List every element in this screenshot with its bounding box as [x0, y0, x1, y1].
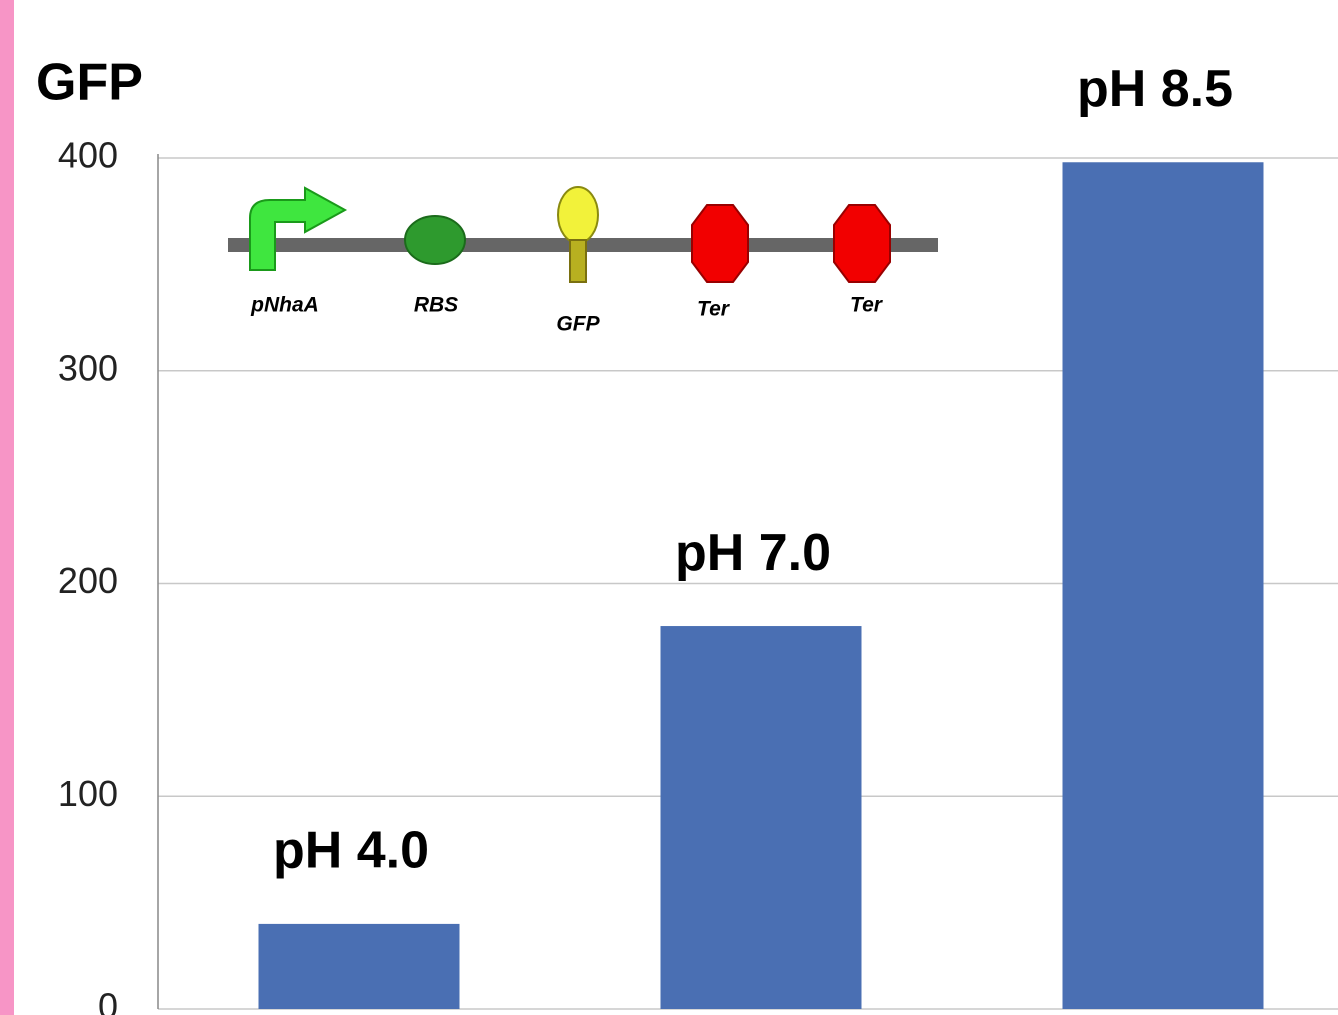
part-label: pNhaA: [250, 294, 319, 317]
terminator-icon: [692, 205, 748, 282]
bar: [259, 924, 460, 1009]
y-tick-label: 400: [58, 135, 118, 176]
side-strip: [0, 0, 14, 1015]
chart: GFP 0 100 200 300 400 pH 4.0 pH 7.0 pH 8.5 pNha…: [0, 0, 1338, 1015]
rbs-icon: [405, 216, 465, 264]
part-label: Ter: [697, 298, 731, 321]
bar: [1063, 162, 1264, 1009]
y-tick-label: 300: [58, 347, 118, 388]
gfp-icon: [558, 187, 598, 243]
part-label: GFP: [556, 313, 600, 336]
category-label: pH 7.0: [675, 524, 831, 582]
category-label: pH 4.0: [273, 822, 429, 880]
promoter-icon: [250, 188, 345, 270]
bar: [661, 626, 862, 1009]
gfp-icon-base: [570, 240, 586, 282]
terminator-icon: [834, 205, 890, 282]
y-axis-label: GFP: [36, 54, 143, 112]
part-label: RBS: [414, 294, 458, 317]
category-label: pH 8.5: [1077, 60, 1233, 118]
y-tick-label: 100: [58, 773, 118, 814]
plot-area: 0 100 200 300 400 pH 4.0 pH 7.0 pH 8.5: [58, 60, 1338, 1015]
y-tick-label: 200: [58, 560, 118, 601]
y-tick-label: 0: [98, 986, 118, 1015]
part-label: Ter: [850, 294, 884, 317]
construct-diagram: pNhaA RBS GFP Ter Ter: [228, 187, 938, 336]
